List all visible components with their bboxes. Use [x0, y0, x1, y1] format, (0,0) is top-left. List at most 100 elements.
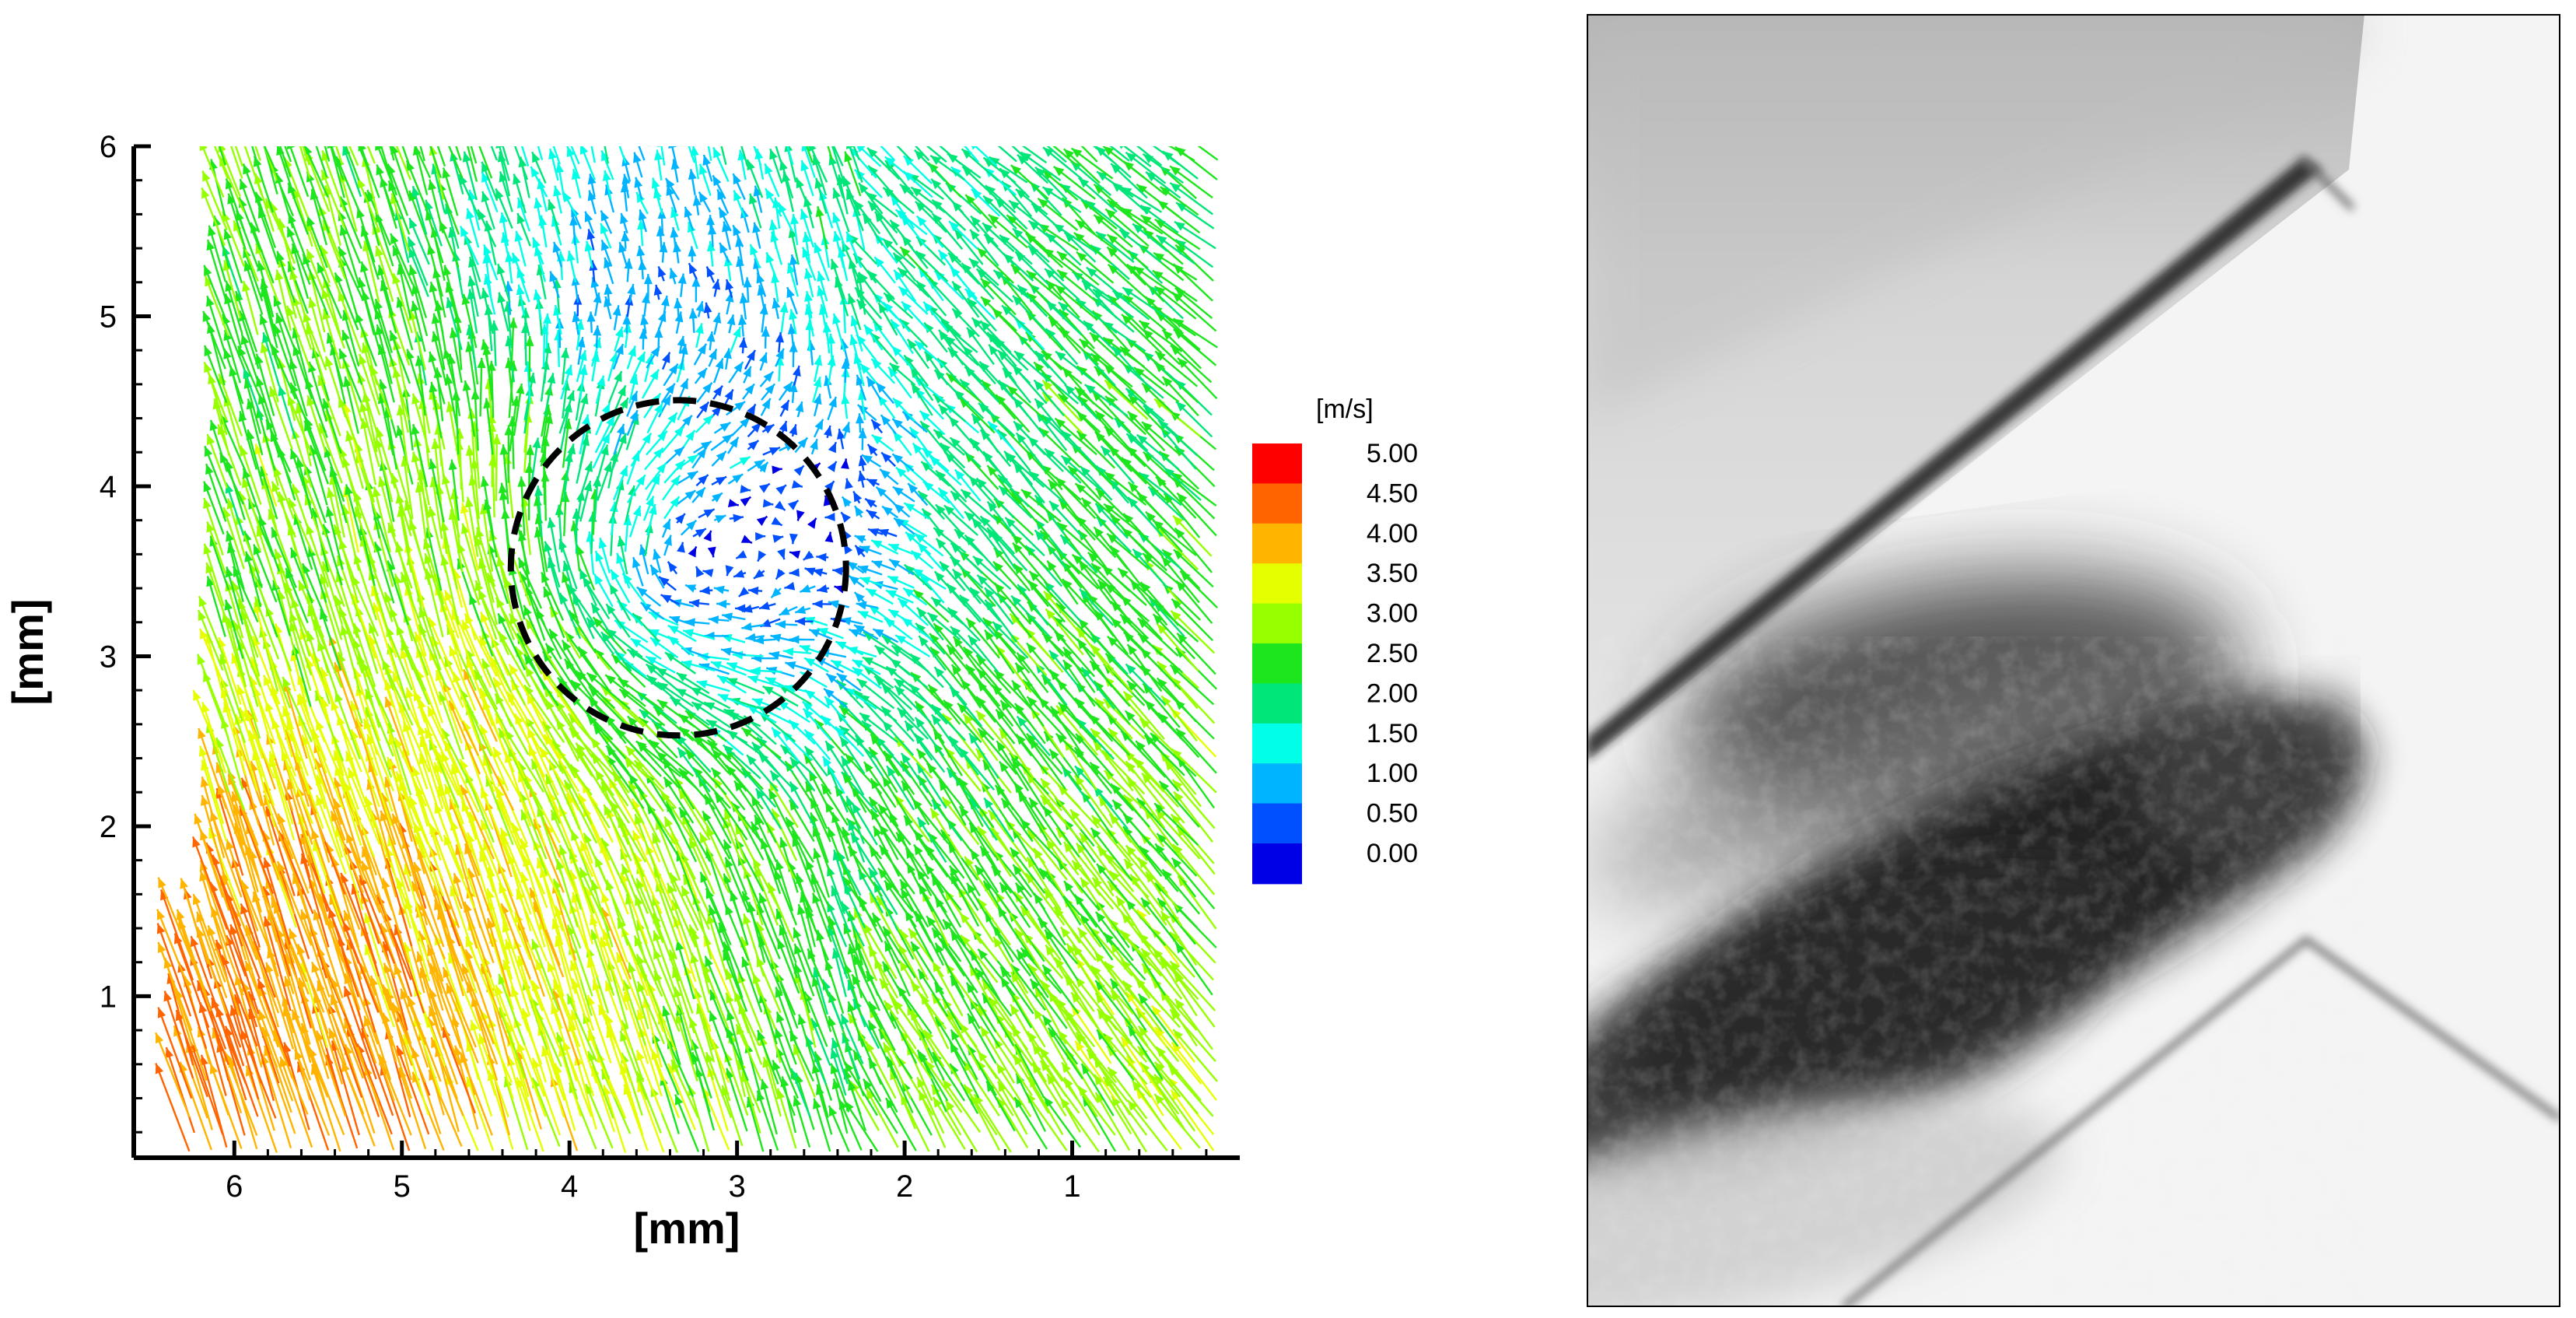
velocity-arrowhead	[649, 369, 659, 380]
velocity-arrowhead	[1079, 338, 1090, 349]
velocity-arrow	[964, 146, 979, 163]
velocity-arrow	[878, 824, 915, 876]
velocity-arrowhead	[1034, 530, 1045, 541]
velocity-arrow	[1102, 1032, 1148, 1085]
velocity-arrowhead	[861, 454, 873, 464]
velocity-arrowhead	[695, 487, 705, 498]
velocity-arrowhead	[894, 794, 905, 806]
velocity-arrow	[1059, 1097, 1100, 1153]
velocity-arrowhead	[849, 335, 859, 346]
velocity-arrowhead	[843, 773, 852, 784]
velocity-arrow	[620, 872, 649, 945]
velocity-arrowhead	[980, 846, 990, 857]
velocity-arrow	[1139, 717, 1184, 762]
velocity-arrowhead	[905, 531, 916, 542]
velocity-arrowhead	[1121, 457, 1132, 468]
velocity-arrow	[1074, 976, 1118, 1031]
velocity-arrowhead	[1091, 966, 1101, 976]
velocity-arrowhead	[858, 455, 867, 467]
velocity-arrow	[603, 1085, 627, 1153]
velocity-arrow	[1040, 777, 1082, 830]
velocity-arrowhead	[953, 636, 963, 647]
velocity-arrow	[495, 713, 526, 780]
velocity-arrowhead	[702, 811, 712, 822]
velocity-arrowhead	[931, 178, 942, 190]
velocity-arrowhead	[702, 415, 713, 426]
velocity-arrowhead	[1034, 380, 1045, 391]
velocity-arrowhead	[683, 629, 695, 638]
velocity-arrowhead	[670, 475, 681, 486]
velocity-arrowhead	[1134, 758, 1145, 769]
velocity-arrowhead	[670, 207, 679, 219]
velocity-arrowhead	[1047, 1074, 1056, 1085]
velocity-arrowhead	[793, 1095, 802, 1107]
velocity-arrowhead	[723, 840, 732, 851]
velocity-arrowhead	[894, 503, 905, 514]
velocity-arrow	[1046, 1073, 1081, 1133]
velocity-arrow	[624, 756, 664, 812]
velocity-arrowhead	[789, 800, 799, 811]
velocity-arrowhead	[1090, 661, 1101, 671]
velocity-arrowhead	[768, 789, 778, 801]
velocity-arrowhead	[708, 224, 717, 235]
velocity-arrowhead	[912, 443, 922, 454]
velocity-arrowhead	[1031, 203, 1042, 214]
velocity-arrow	[672, 966, 696, 1034]
velocity-arrowhead	[1109, 871, 1120, 882]
velocity-arrow	[499, 827, 531, 899]
velocity-arrowhead	[1097, 1008, 1107, 1020]
velocity-arrowhead	[842, 422, 850, 433]
velocity-arrowhead	[646, 675, 658, 685]
velocity-arrowhead	[1076, 734, 1086, 745]
velocity-arrowhead	[1082, 280, 1093, 291]
velocity-arrowhead	[808, 146, 817, 152]
velocity-arrowhead	[653, 447, 663, 459]
velocity-arrow	[724, 904, 750, 962]
velocity-arrowhead	[590, 929, 599, 941]
velocity-arrowhead	[1010, 847, 1020, 859]
velocity-arrow	[896, 146, 912, 161]
velocity-arrowhead	[874, 257, 884, 268]
velocity-arrowhead	[943, 919, 953, 931]
velocity-arrowhead	[988, 421, 999, 432]
velocity-arrow	[1047, 1027, 1083, 1080]
velocity-arrowhead	[884, 941, 894, 952]
velocity-arrowhead	[571, 829, 579, 841]
velocity-arrowhead	[1148, 486, 1159, 497]
velocity-arrowhead	[545, 643, 555, 654]
velocity-arrowhead	[653, 284, 663, 296]
velocity-arrowhead	[611, 569, 620, 581]
velocity-arrowhead	[657, 146, 663, 147]
velocity-arrow	[1110, 990, 1149, 1046]
velocity-arrow	[520, 146, 530, 167]
velocity-arrowhead	[1132, 549, 1143, 560]
velocity-arrowhead	[1042, 1015, 1052, 1026]
velocity-arrowhead	[995, 198, 1006, 209]
velocity-arrowhead	[673, 241, 681, 253]
velocity-arrowhead	[904, 564, 915, 575]
velocity-arrowhead	[740, 535, 752, 543]
velocity-arrowhead	[1000, 700, 1010, 711]
velocity-arrow	[551, 918, 577, 994]
velocity-arrowhead	[1105, 209, 1116, 219]
velocity-arrowhead	[812, 599, 823, 608]
velocity-arrowhead	[685, 584, 697, 593]
velocity-arrowhead	[600, 210, 610, 222]
velocity-arrowhead	[741, 622, 752, 631]
velocity-arrowhead	[999, 485, 1010, 496]
velocity-arrowhead	[785, 661, 796, 670]
velocity-arrowhead	[1112, 800, 1122, 811]
velocity-arrowhead	[1055, 418, 1066, 429]
velocity-arrowhead	[495, 984, 504, 997]
velocity-arrowhead	[825, 741, 835, 752]
velocity-arrowhead	[1138, 857, 1148, 868]
velocity-arrowhead	[799, 644, 810, 654]
velocity-arrowhead	[1007, 385, 1018, 396]
velocity-arrowhead	[616, 552, 625, 564]
velocity-arrowhead	[747, 404, 756, 415]
velocity-arrowhead	[698, 163, 708, 175]
velocity-arrowhead	[880, 978, 890, 990]
velocity-arrow	[1072, 945, 1113, 999]
velocity-arrowhead	[698, 191, 708, 203]
velocity-arrowhead	[885, 590, 898, 599]
